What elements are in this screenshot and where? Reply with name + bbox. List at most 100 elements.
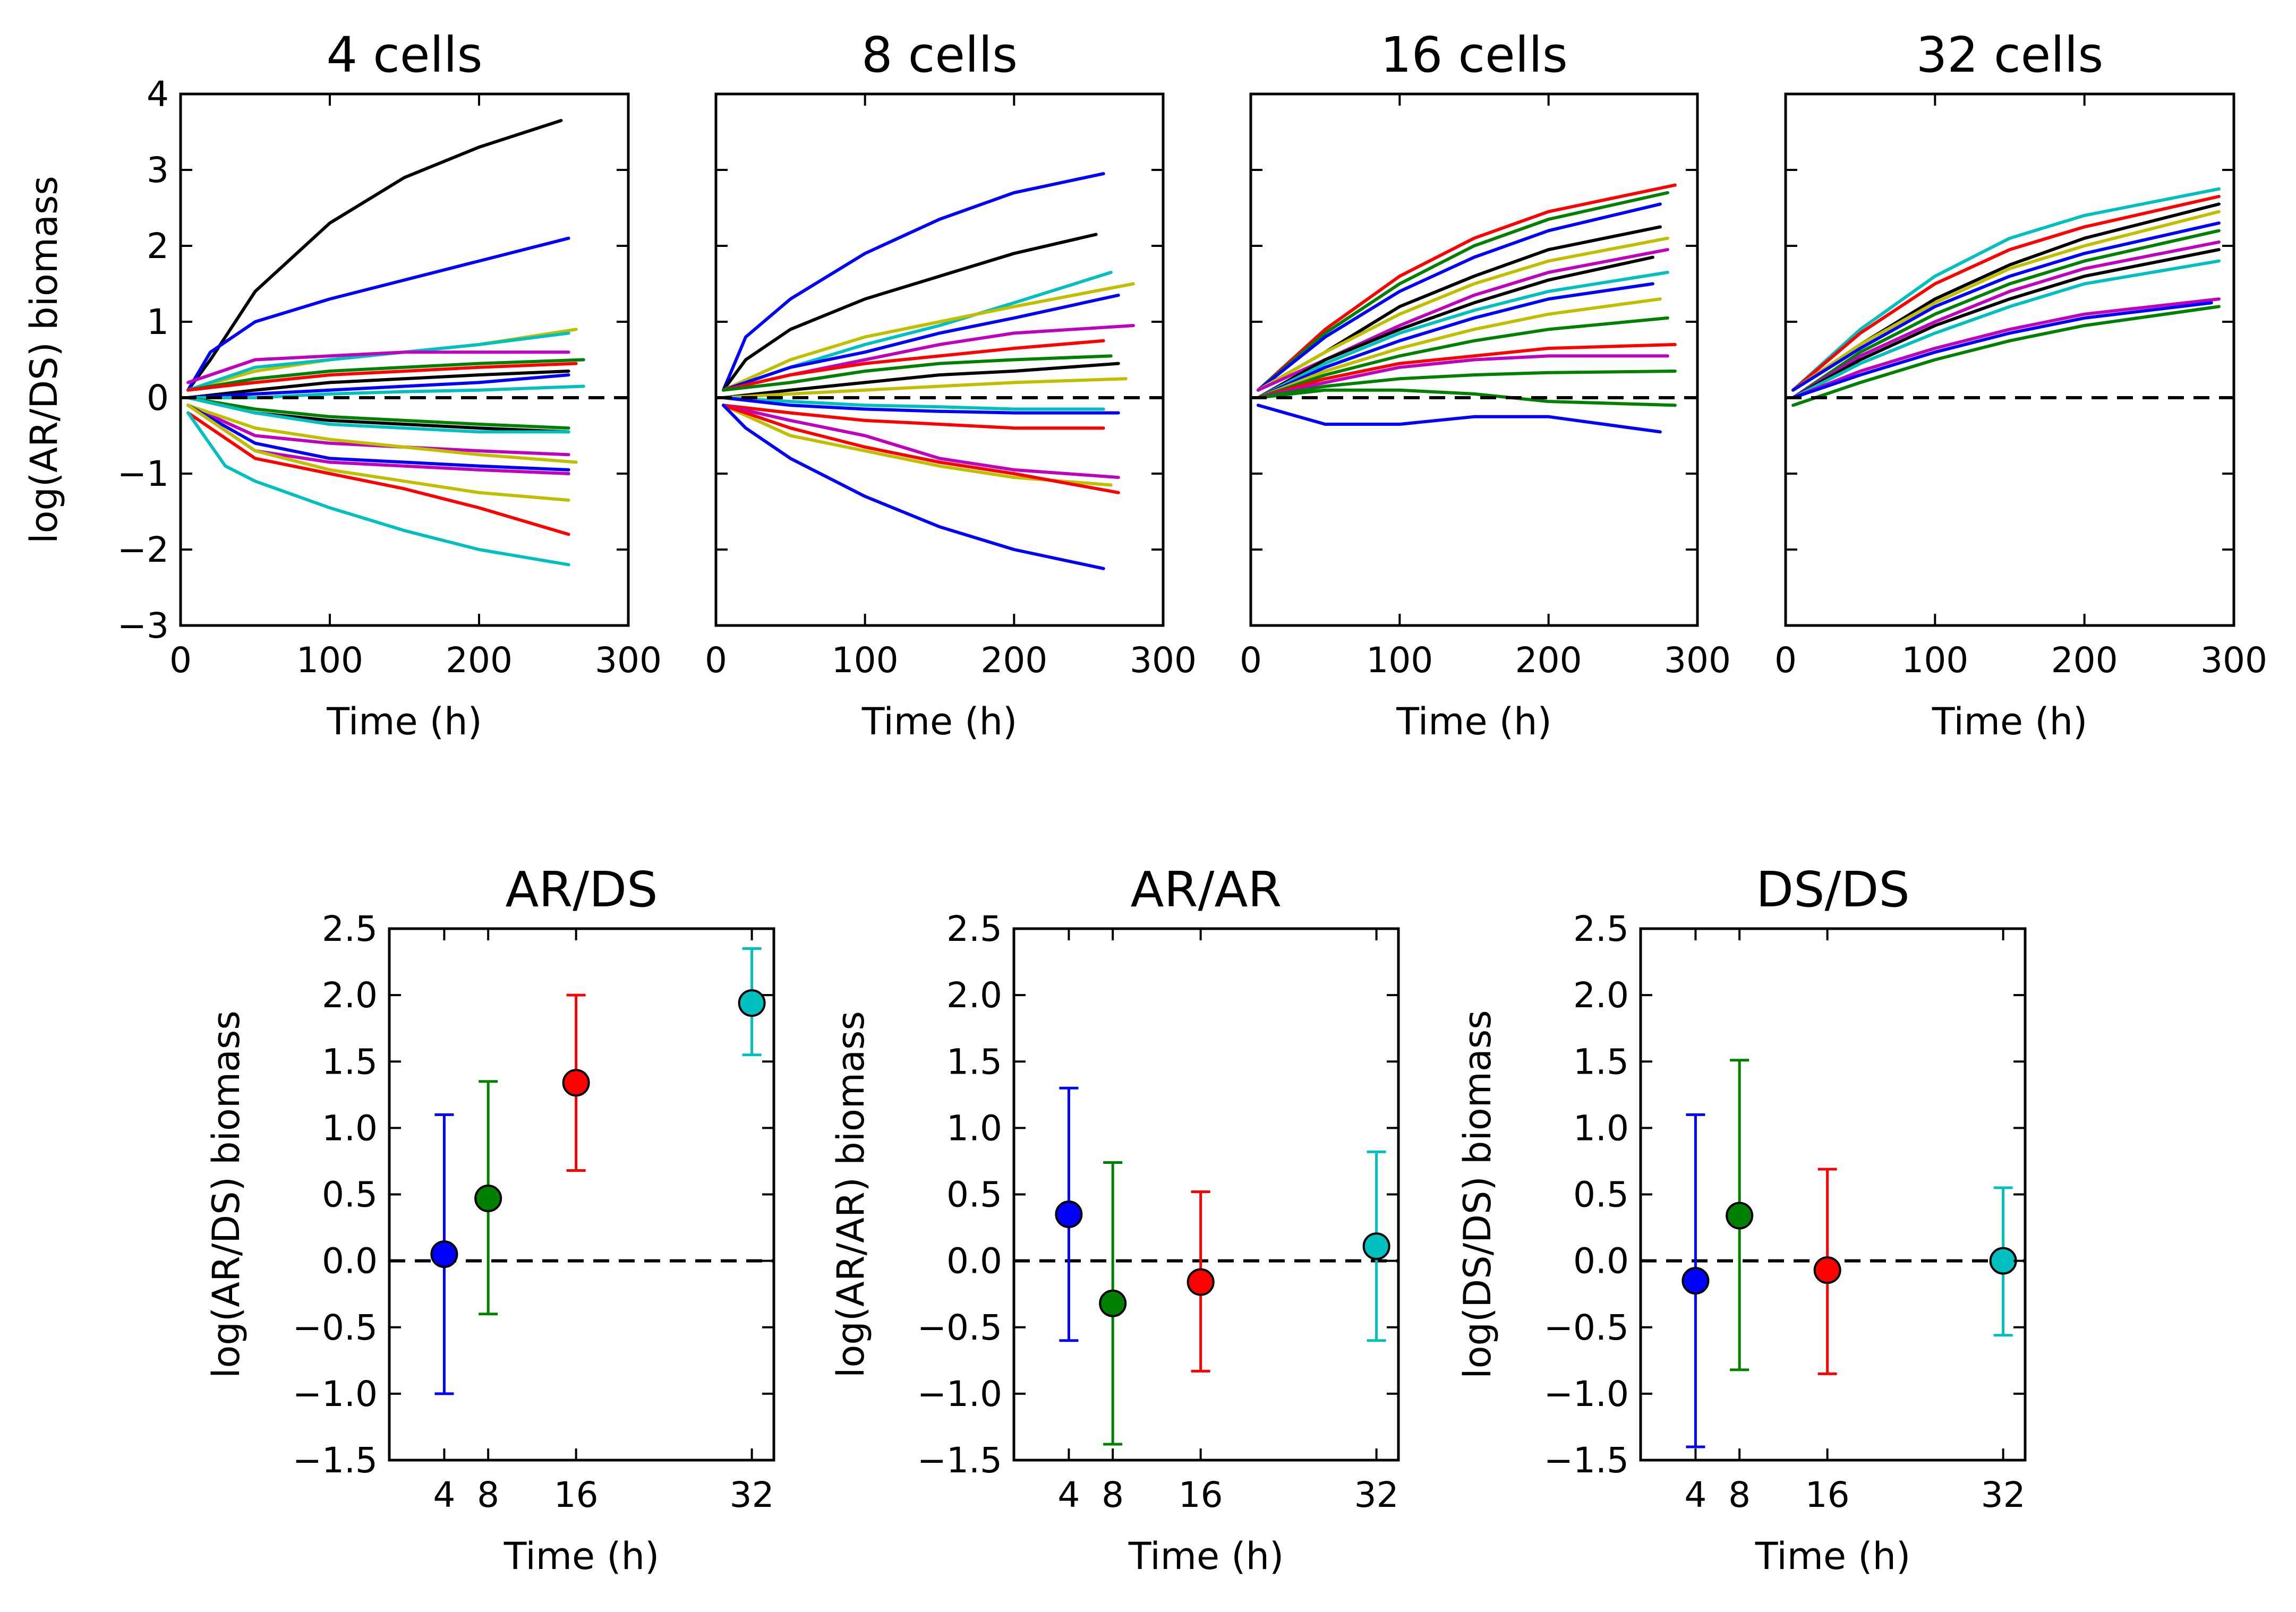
data-point-4 — [1362, 1232, 1390, 1261]
x-tick-label: 8 — [1102, 1474, 1124, 1515]
chart-title: 8 cells — [861, 27, 1018, 83]
chart-title: 4 cells — [326, 27, 482, 83]
series-line-1 — [1791, 187, 2221, 392]
chart-panel-5: 4 8 16 32 −1.5 −1.0 −0.5 0.0 0.5 1.0 1.5 2.0 2.5 AR/D… — [204, 861, 775, 1578]
series-line-14 — [1257, 370, 1677, 399]
series-line-11 — [186, 396, 570, 430]
data-point-1 — [1682, 1267, 1710, 1295]
series-line-10 — [722, 377, 1128, 399]
chart-panel-7: 4 8 16 32 −1.5 −1.0 −0.5 0.0 0.5 1.0 1.5 2.0 2.5 DS/D… — [1456, 861, 2027, 1578]
x-tick-label: 100 — [1366, 640, 1433, 681]
series-line-14 — [186, 404, 570, 457]
series-line-12 — [722, 396, 1120, 415]
x-axis-label: Time (h) — [1128, 1534, 1284, 1578]
series-line-18 — [186, 404, 570, 502]
series-line-1 — [722, 172, 1105, 392]
plot-area — [716, 172, 1163, 570]
y-tick-label: −1.5 — [1544, 1440, 1629, 1481]
chart-panel-2: 0 100 200 300 8 cells Time (h) — [705, 27, 1197, 743]
y-tick-label: 0.0 — [322, 1241, 378, 1282]
x-axis-label: Time (h) — [861, 700, 1018, 743]
series-line-7 — [186, 362, 578, 392]
series-line-5 — [722, 294, 1120, 392]
series-line-14 — [722, 404, 1120, 479]
y-tick-label: −0.5 — [1544, 1307, 1629, 1348]
series-line-6 — [1791, 229, 2221, 399]
x-tick-label: 4 — [1057, 1474, 1080, 1515]
plot-area — [1251, 183, 1697, 434]
series-line-13 — [722, 404, 1105, 430]
plot-area — [1014, 1086, 1398, 1446]
y-tick-label: 0.0 — [1573, 1241, 1629, 1282]
x-tick-label: 100 — [832, 640, 899, 681]
series-line-3 — [1257, 202, 1662, 392]
series-line-1 — [1257, 183, 1677, 392]
y-tick-label: 2.0 — [946, 975, 1002, 1016]
data-point-3 — [1813, 1256, 1841, 1284]
series-line-8 — [1791, 248, 2221, 399]
series-line-20 — [186, 411, 570, 567]
plot-area — [181, 119, 628, 567]
y-tick-label: 1.0 — [946, 1108, 1002, 1148]
x-tick-label: 300 — [1664, 640, 1731, 681]
x-tick-label: 100 — [296, 640, 363, 681]
chart-title: 16 cells — [1380, 27, 1568, 83]
x-tick-label: 100 — [1901, 640, 1968, 681]
series-line-9 — [186, 373, 570, 399]
series-line-15 — [722, 404, 1113, 487]
x-tick-label: 200 — [446, 640, 513, 681]
y-tick-label: 1.0 — [322, 1108, 378, 1148]
series-line-11 — [722, 396, 1105, 411]
y-tick-label: 0.5 — [946, 1174, 1002, 1215]
data-point-2 — [1099, 1289, 1127, 1317]
y-tick-label: 0.0 — [946, 1241, 1002, 1282]
axes-frame — [1639, 927, 2027, 1462]
series-line-12 — [1257, 342, 1677, 399]
axes-frame — [1012, 927, 1400, 1462]
data-point-3 — [1187, 1268, 1215, 1296]
y-tick-label: 1.5 — [946, 1041, 1002, 1082]
series-line-16 — [722, 404, 1120, 494]
x-tick-label: 300 — [595, 640, 662, 681]
x-tick-label: 4 — [433, 1474, 455, 1515]
data-point-1 — [430, 1240, 458, 1268]
series-line-10 — [1257, 297, 1662, 399]
plot-area — [389, 947, 774, 1395]
series-line-13 — [186, 396, 570, 434]
plot-area — [1786, 187, 2234, 407]
data-point-2 — [474, 1185, 502, 1213]
y-tick-label: 0.5 — [1573, 1174, 1629, 1215]
series-line-16 — [186, 404, 570, 471]
data-point-1 — [1055, 1201, 1083, 1229]
x-axis-label: Time (h) — [503, 1534, 660, 1578]
y-tick-label: 2.5 — [322, 908, 378, 949]
series-line-2 — [1257, 191, 1669, 392]
series-line-8 — [186, 370, 570, 399]
y-tick-label: −0.5 — [293, 1307, 378, 1348]
y-tick-label: −1.0 — [1544, 1374, 1629, 1414]
x-tick-label: 0 — [705, 640, 727, 681]
y-tick-label: 4 — [147, 74, 169, 115]
series-line-9 — [722, 362, 1120, 399]
x-tick-label: 200 — [980, 640, 1047, 681]
series-line-8 — [722, 354, 1113, 392]
series-line-6 — [186, 358, 585, 392]
y-tick-label: 1 — [147, 302, 169, 342]
series-line-2 — [1791, 195, 2221, 392]
series-line-12 — [1791, 305, 2221, 407]
series-line-15 — [1257, 388, 1677, 407]
data-point-3 — [562, 1069, 590, 1097]
y-tick-label: −1.5 — [293, 1440, 378, 1481]
series-line-5 — [186, 350, 570, 384]
x-tick-label: 0 — [169, 640, 192, 681]
y-tick-label: 2 — [147, 226, 169, 267]
axes-frame — [1784, 92, 2235, 627]
y-tick-label: 0 — [147, 378, 169, 418]
chart-title: AR/DS — [505, 861, 658, 918]
x-axis-label: Time (h) — [1396, 700, 1552, 743]
x-tick-label: 32 — [1354, 1474, 1399, 1515]
data-point-2 — [1726, 1202, 1754, 1230]
x-tick-label: 16 — [554, 1474, 599, 1515]
y-tick-label: −1.0 — [917, 1374, 1002, 1414]
